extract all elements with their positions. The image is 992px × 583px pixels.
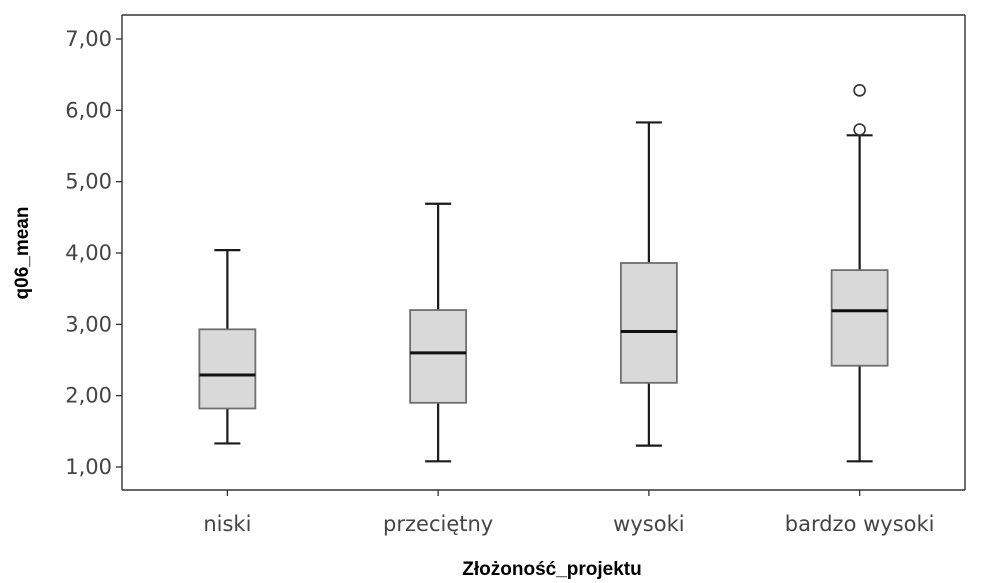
x-tick-label: wysoki — [613, 512, 684, 536]
y-tick-label: 3,00 — [65, 312, 112, 336]
x-tick-label: niski — [203, 512, 251, 536]
y-tick-label: 5,00 — [65, 170, 112, 194]
y-tick-label: 1,00 — [65, 455, 112, 479]
y-tick-label: 4,00 — [65, 241, 112, 265]
x-tick-label: przeciętny — [383, 512, 493, 536]
box-iqr — [830, 269, 889, 367]
outlier-point — [853, 123, 866, 136]
box-iqr — [198, 328, 257, 410]
y-axis-title: q06_mean — [12, 207, 33, 300]
y-tick-label: 2,00 — [65, 384, 112, 408]
y-tick-label: 6,00 — [65, 98, 112, 122]
outlier-point — [853, 84, 866, 97]
box-iqr — [409, 309, 468, 404]
box-iqr — [619, 262, 678, 384]
y-tick-label: 7,00 — [65, 27, 112, 51]
x-axis-title: Złożoność_projektu — [462, 559, 641, 580]
x-tick-label: bardzo wysoki — [785, 512, 935, 536]
